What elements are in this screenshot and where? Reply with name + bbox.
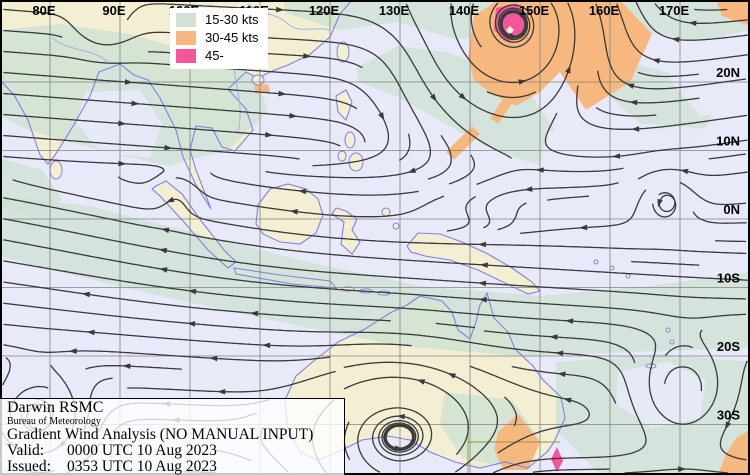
legend-swatch-icon xyxy=(176,31,196,45)
legend-item: 15-30 kts xyxy=(176,11,258,29)
longitude-label: 150E xyxy=(519,3,550,18)
longitude-label: 160E xyxy=(589,3,620,18)
longitude-label: 120E xyxy=(309,3,340,18)
legend-item: 45- xyxy=(176,47,258,65)
valid-label: Valid: xyxy=(7,442,45,459)
latitude-label: 10S xyxy=(717,271,740,286)
longitude-label: 130E xyxy=(379,3,410,18)
valid-value: 0000 UTC 10 Aug 2023 xyxy=(67,442,217,459)
legend-item: 30-45 kts xyxy=(176,29,258,47)
agency-title: Darwin RSMC xyxy=(7,399,104,416)
legend-label: 15-30 kts xyxy=(205,12,259,27)
valid-row: Valid: 0000 UTC 10 Aug 2023 xyxy=(7,443,344,459)
issued-row: Issued: 0353 UTC 10 Aug 2023 xyxy=(7,459,344,475)
latitude-label: 30S xyxy=(717,408,740,423)
longitude-label: 80E xyxy=(32,3,55,18)
wind-speed-legend: 15-30 kts 30-45 kts 45- xyxy=(170,8,269,69)
legend-swatch-icon xyxy=(176,49,196,63)
legend-label: 45- xyxy=(205,48,224,63)
latitude-label: 10N xyxy=(716,134,740,149)
legend-swatch-icon xyxy=(176,13,196,27)
legend-label: 30-45 kts xyxy=(205,30,259,45)
longitude-label: 140E xyxy=(449,3,480,18)
latitude-label: 0N xyxy=(723,202,740,217)
issued-value: 0353 UTC 10 Aug 2023 xyxy=(67,458,217,475)
longitude-label: 170E xyxy=(659,3,690,18)
agency-subtitle: Bureau of Meteorology xyxy=(7,416,101,427)
analysis-info-box: Darwin RSMC Bureau of Meteorology Gradie… xyxy=(0,398,345,475)
longitude-label: 90E xyxy=(102,3,125,18)
issued-label: Issued: xyxy=(7,458,51,475)
product-title: Gradient Wind Analysis (NO MANUAL INPUT) xyxy=(7,426,314,443)
latitude-label: 20S xyxy=(717,339,740,354)
latitude-label: 20N xyxy=(716,65,740,80)
grid-labels-layer: 80E90E100E110E120E130E140E150E160E170E20… xyxy=(32,3,740,423)
